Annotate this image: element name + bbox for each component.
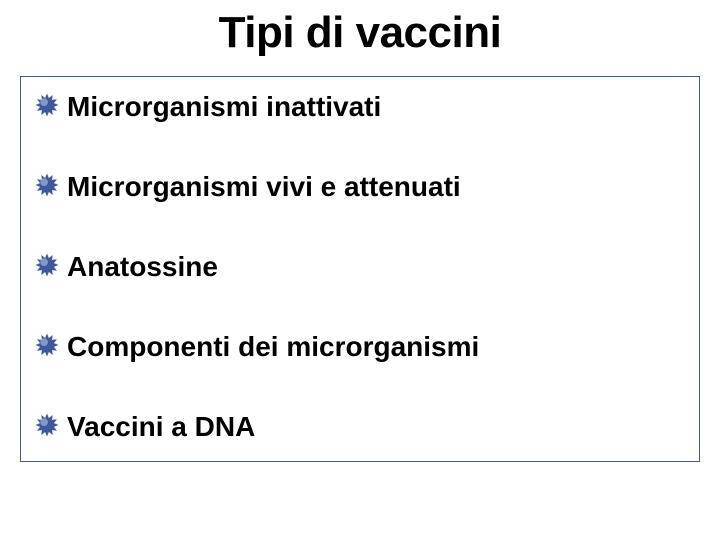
list-item: Vaccini a DNA: [35, 411, 685, 443]
list-item: Componenti dei microrganismi: [35, 331, 685, 363]
list-item: Anatossine: [35, 251, 685, 283]
list-item-label: Vaccini a DNA: [67, 411, 255, 443]
list-item-label: Microrganismi inattivati: [67, 91, 381, 123]
list-item: Microrganismi vivi e attenuati: [35, 171, 685, 203]
slide: Tipi di vaccini Microrganismi inattivati…: [0, 0, 720, 540]
list-item: Microrganismi inattivati: [35, 91, 685, 123]
list-item-label: Microrganismi vivi e attenuati: [67, 171, 461, 203]
virus-bullet-icon: [35, 413, 59, 442]
bullet-list: Microrganismi inattivati Microrganismi v…: [35, 91, 685, 443]
content-box: Microrganismi inattivati Microrganismi v…: [20, 76, 700, 462]
list-item-label: Componenti dei microrganismi: [67, 331, 479, 363]
virus-bullet-icon: [35, 93, 59, 122]
list-item-label: Anatossine: [67, 251, 218, 283]
virus-bullet-icon: [35, 253, 59, 282]
virus-bullet-icon: [35, 333, 59, 362]
virus-bullet-icon: [35, 173, 59, 202]
slide-title: Tipi di vaccini: [0, 0, 720, 76]
